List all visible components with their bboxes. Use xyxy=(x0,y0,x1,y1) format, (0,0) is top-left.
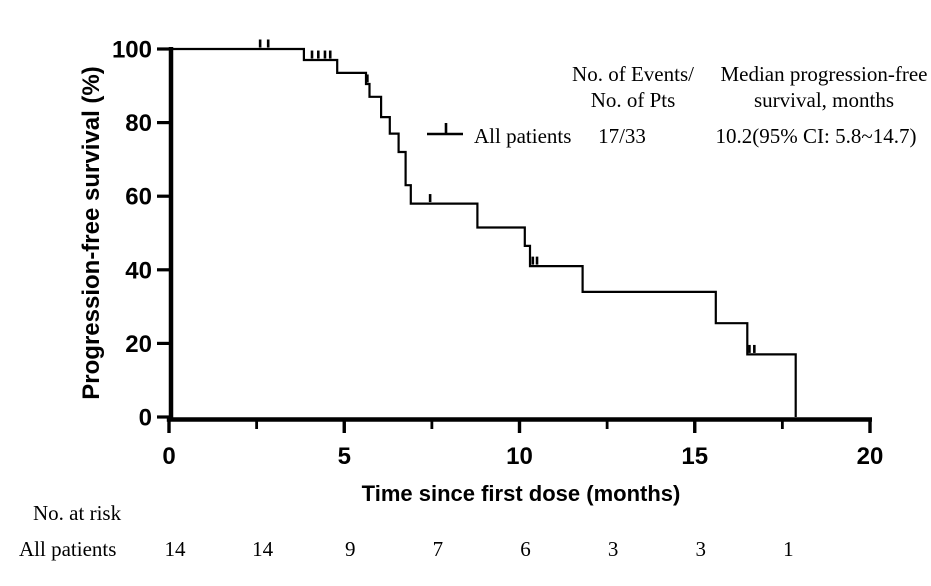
y-tick-label: 100 xyxy=(112,37,152,64)
risk-count: 1 xyxy=(783,537,794,561)
x-axis-ticks: 0 5 10 15 20 xyxy=(162,419,883,470)
risk-count: 14 xyxy=(252,537,274,561)
survival-curve-group xyxy=(169,39,797,417)
x-tick-label: 20 xyxy=(857,443,884,470)
legend-median-value: 10.2(95% CI: 5.8~14.7) xyxy=(716,124,917,148)
legend-events-value: 17/33 xyxy=(598,124,646,148)
risk-count: 9 xyxy=(345,537,356,561)
y-tick-label: 20 xyxy=(125,331,152,358)
y-axis-ticks: 0 20 40 60 80 100 xyxy=(112,37,169,432)
risk-count: 14 xyxy=(165,537,187,561)
y-tick-label: 80 xyxy=(125,110,152,137)
x-tick-label: 15 xyxy=(681,443,708,470)
risk-row-label: All patients xyxy=(19,537,116,561)
legend-row: All patients 17/33 10.2(95% CI: 5.8~14.7… xyxy=(427,123,916,148)
y-tick-label: 40 xyxy=(125,257,152,284)
survival-curve xyxy=(169,47,797,417)
y-tick-label: 60 xyxy=(125,184,152,211)
risk-count: 3 xyxy=(608,537,619,561)
risk-count: 6 xyxy=(520,537,531,561)
x-tick-label: 5 xyxy=(338,443,351,470)
median-header-line1: Median progression-free xyxy=(720,62,927,86)
legend-series-label: All patients xyxy=(474,124,571,148)
risk-count: 3 xyxy=(696,537,707,561)
y-axis-title: Progression-free survival (%) xyxy=(78,66,105,399)
events-header-line1: No. of Events/ xyxy=(572,62,694,86)
median-header-line2: survival, months xyxy=(754,88,894,112)
x-tick-label: 0 xyxy=(162,443,175,470)
events-header-line2: No. of Pts xyxy=(591,88,676,112)
risk-count-row: 14 14 9 7 6 3 3 1 xyxy=(165,537,794,561)
x-axis-title: Time since first dose (months) xyxy=(362,481,681,506)
risk-table-title: No. at risk xyxy=(33,501,122,525)
y-tick-label: 0 xyxy=(139,405,152,432)
x-tick-label: 10 xyxy=(506,443,533,470)
risk-count: 7 xyxy=(433,537,444,561)
